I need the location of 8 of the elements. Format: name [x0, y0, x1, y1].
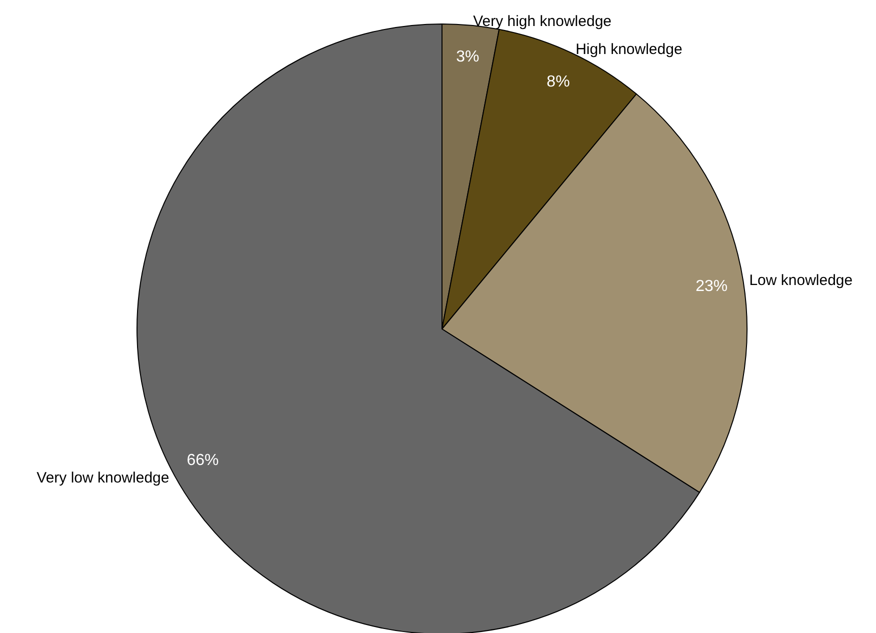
data-label: 8%: [546, 73, 570, 90]
slice-label: Very high knowledge: [473, 12, 612, 30]
slice-label: High knowledge: [576, 40, 682, 58]
slice-label: Low knowledge: [749, 272, 853, 290]
data-label: 23%: [696, 278, 728, 295]
data-label: 66%: [186, 452, 219, 470]
slice-label: Very low knowledge: [36, 469, 170, 486]
data-label: 3%: [456, 48, 480, 66]
